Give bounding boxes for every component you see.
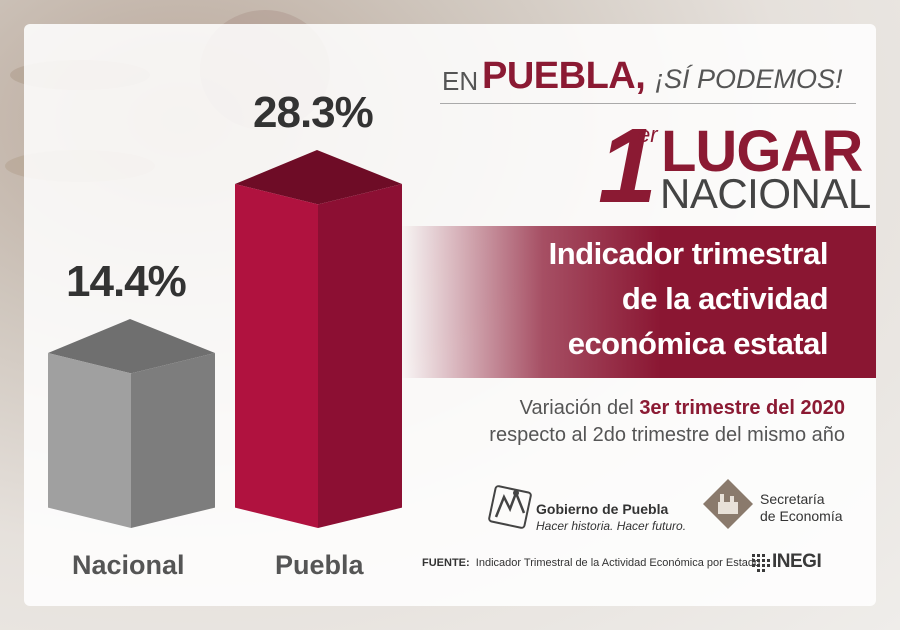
variation-line2: respecto al 2do trimestre del mismo año (489, 424, 845, 446)
bar-side-puebla (318, 184, 402, 528)
rank-number: 1 (598, 107, 657, 225)
indicator-line3: económica estatal (567, 326, 829, 361)
variation-highlight: 3er trimestre del 2020 (639, 397, 845, 419)
value-label-nacional: 14.4% (66, 257, 187, 306)
category-label-nacional: Nacional (72, 550, 185, 580)
headline-state: PUEBLA, (482, 55, 646, 97)
variation-prefix: Variación del (519, 397, 640, 419)
indicator-banner: Indicador trimestral de la actividad eco… (400, 226, 876, 378)
category-label-puebla: Puebla (275, 550, 364, 580)
bar-front-nacional (48, 353, 131, 528)
divider (440, 103, 856, 104)
gobierno-slogan: Hacer historia. Hacer futuro. (536, 519, 687, 533)
inegi-wordmark: INEGI (772, 551, 822, 572)
bar-top-nacional (48, 319, 215, 374)
bar-side-nacional (131, 353, 215, 528)
rank-line1: LUGAR (661, 119, 863, 184)
bar-top-puebla (235, 150, 402, 205)
secretaria-line2: de Economía (760, 508, 843, 524)
headline-prefix: EN (442, 66, 479, 96)
source-note: FUENTE: Indicador Trimestral de la Activ… (422, 557, 760, 569)
value-label-puebla: 28.3% (253, 88, 374, 137)
indicator-line1: Indicador trimestral (548, 236, 829, 271)
gobierno-name: Gobierno de Puebla (536, 501, 669, 517)
indicator-line2: de la actividad (621, 281, 829, 316)
bar-front-puebla (235, 184, 318, 528)
secretaria-economia-logo (703, 479, 753, 529)
headline-slogan: ¡SÍ PODEMOS! (655, 64, 843, 94)
inegi-dots-icon (752, 554, 770, 572)
variation-line1: Variación del 3er trimestre del 2020 (520, 397, 845, 420)
secretaria-line1: Secretaría (760, 491, 825, 507)
rank-line2: NACIONAL (660, 170, 871, 217)
rank-superscript: er (638, 122, 658, 147)
gobierno-puebla-logo (488, 485, 532, 529)
source-text: Indicador Trimestral de la Actividad Eco… (475, 557, 761, 569)
source-label: FUENTE: (422, 557, 470, 569)
